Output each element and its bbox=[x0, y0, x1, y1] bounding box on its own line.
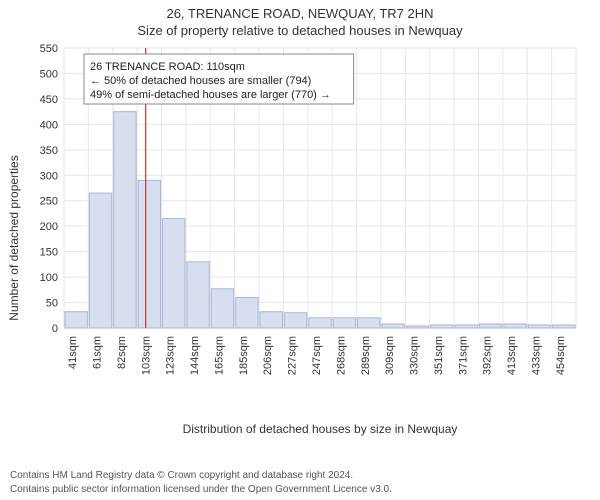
svg-text:82sqm: 82sqm bbox=[116, 336, 128, 369]
bar bbox=[211, 289, 233, 328]
bar bbox=[89, 193, 111, 328]
svg-text:100: 100 bbox=[40, 272, 58, 284]
svg-text:123sqm: 123sqm bbox=[165, 336, 177, 375]
svg-text:550: 550 bbox=[40, 43, 58, 55]
bar bbox=[65, 312, 87, 328]
bar bbox=[284, 313, 306, 328]
chart-subtitle: Size of property relative to detached ho… bbox=[0, 23, 600, 40]
bar bbox=[553, 325, 575, 328]
svg-text:351sqm: 351sqm bbox=[433, 336, 445, 375]
svg-text:144sqm: 144sqm bbox=[189, 336, 201, 375]
bar bbox=[382, 324, 404, 328]
bar bbox=[455, 325, 477, 328]
bar bbox=[138, 180, 160, 328]
svg-text:103sqm: 103sqm bbox=[140, 336, 152, 375]
bar bbox=[504, 324, 526, 328]
svg-text:300: 300 bbox=[40, 170, 58, 182]
svg-text:500: 500 bbox=[40, 68, 58, 80]
footer-line-1: Contains HM Land Registry data © Crown c… bbox=[10, 469, 392, 483]
y-axis-ticks: 0 50 100 150 200 250 300 350 400 450 500 550 bbox=[40, 43, 58, 335]
svg-text:268sqm: 268sqm bbox=[335, 336, 347, 375]
svg-text:50: 50 bbox=[46, 298, 58, 310]
histogram-plot: 05010015020025030035040045050055041sqm61… bbox=[64, 48, 576, 378]
bar bbox=[114, 112, 136, 328]
bars bbox=[65, 112, 575, 328]
svg-text:61sqm: 61sqm bbox=[92, 336, 104, 369]
svg-text:289sqm: 289sqm bbox=[360, 336, 372, 375]
y-axis-label: Number of detached properties bbox=[7, 155, 21, 320]
x-axis-ticks: 41sqm 61sqm 82sqm 103sqm 123sqm 144sqm 165sqm 1… bbox=[67, 336, 567, 375]
svg-text:26 TRENANCE ROAD: 110sqm: 26 TRENANCE ROAD: 110sqm bbox=[90, 61, 245, 73]
svg-text:165sqm: 165sqm bbox=[213, 336, 225, 375]
svg-text:150: 150 bbox=[40, 247, 58, 259]
bar bbox=[236, 297, 258, 328]
svg-text:400: 400 bbox=[40, 119, 58, 131]
svg-text:433sqm: 433sqm bbox=[530, 336, 542, 375]
svg-text:350: 350 bbox=[40, 145, 58, 157]
x-axis-label: Distribution of detached houses by size … bbox=[64, 422, 576, 436]
svg-text:309sqm: 309sqm bbox=[384, 336, 396, 375]
bar bbox=[528, 325, 550, 328]
svg-text:41sqm: 41sqm bbox=[67, 336, 79, 369]
svg-text:← 50% of detached houses are s: ← 50% of detached houses are smaller (79… bbox=[90, 75, 311, 87]
svg-text:413sqm: 413sqm bbox=[506, 336, 518, 375]
svg-text:227sqm: 227sqm bbox=[287, 336, 299, 375]
bar bbox=[406, 326, 428, 328]
bar bbox=[431, 325, 453, 328]
svg-text:0: 0 bbox=[52, 323, 58, 335]
bar bbox=[260, 312, 282, 328]
bar bbox=[162, 219, 184, 328]
svg-text:454sqm: 454sqm bbox=[555, 336, 567, 375]
svg-text:392sqm: 392sqm bbox=[482, 336, 494, 375]
svg-text:330sqm: 330sqm bbox=[409, 336, 421, 375]
chart-container: Number of detached properties 0501001502… bbox=[24, 40, 584, 436]
svg-text:371sqm: 371sqm bbox=[457, 336, 469, 375]
svg-text:450: 450 bbox=[40, 94, 58, 106]
chart-title-block: 26, TRENANCE ROAD, NEWQUAY, TR7 2HN Size… bbox=[0, 0, 600, 40]
attribution-footer: Contains HM Land Registry data © Crown c… bbox=[10, 469, 392, 496]
svg-text:185sqm: 185sqm bbox=[238, 336, 250, 375]
bar bbox=[479, 324, 501, 328]
svg-text:247sqm: 247sqm bbox=[311, 336, 323, 375]
svg-text:49% of semi-detached houses ar: 49% of semi-detached houses are larger (… bbox=[90, 89, 331, 101]
annotation-box: 26 TRENANCE ROAD: 110sqm ← 50% of detache… bbox=[84, 54, 354, 104]
bar bbox=[333, 318, 355, 328]
svg-text:200: 200 bbox=[40, 221, 58, 233]
bar bbox=[309, 318, 331, 328]
svg-text:206sqm: 206sqm bbox=[262, 336, 274, 375]
address-title: 26, TRENANCE ROAD, NEWQUAY, TR7 2HN bbox=[0, 6, 600, 23]
bar bbox=[187, 262, 209, 328]
footer-line-2: Contains public sector information licen… bbox=[10, 483, 392, 497]
svg-text:250: 250 bbox=[40, 196, 58, 208]
bar bbox=[358, 318, 380, 328]
